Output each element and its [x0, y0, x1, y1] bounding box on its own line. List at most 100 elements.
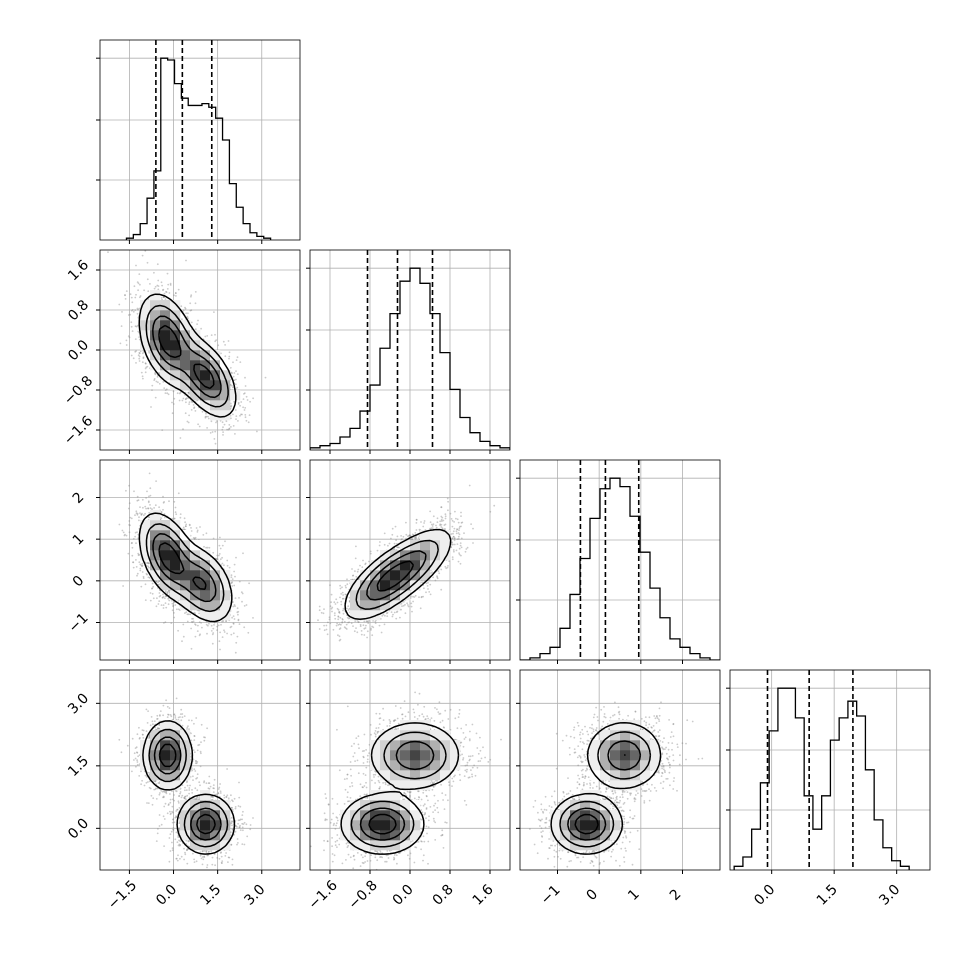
- density-cell: [140, 310, 151, 321]
- scatter-point: [186, 397, 188, 400]
- scatter-point: [155, 580, 158, 583]
- scatter-point: [219, 547, 222, 550]
- scatter-point: [139, 567, 142, 570]
- scatter-point: [236, 607, 239, 610]
- scatter-point: [125, 290, 128, 292]
- scatter-point: [230, 404, 233, 407]
- hist-grid-2: [520, 460, 720, 660]
- scatter-point: [144, 505, 147, 508]
- scatter-point: [130, 542, 133, 545]
- scatter-point: [190, 647, 193, 650]
- scatter-point: [185, 523, 188, 526]
- scatter-point: [154, 373, 157, 376]
- hist-panel-0: [96, 39, 301, 244]
- scatter-point: [147, 516, 150, 519]
- scatter-point: [173, 397, 176, 400]
- scatter-point: [191, 401, 194, 404]
- scatter-point: [138, 357, 141, 360]
- pair-frame-1-0: [99, 249, 301, 451]
- scatter-point: [152, 597, 155, 600]
- scatter-point: [185, 398, 187, 400]
- scatter-point: [167, 590, 170, 593]
- scatter-point: [210, 334, 213, 336]
- scatter-point: [240, 401, 243, 403]
- scatter-point: [136, 499, 139, 502]
- scatter-point: [220, 352, 222, 355]
- scatter-point: [134, 514, 136, 517]
- density-cell: [160, 300, 171, 311]
- scatter-point: [136, 312, 139, 315]
- scatter-point: [204, 415, 207, 418]
- density-cell: [140, 340, 151, 351]
- scatter-point: [149, 487, 152, 490]
- scatter-point: [214, 430, 217, 433]
- scatter-point: [194, 328, 197, 331]
- scatter-point: [147, 576, 150, 579]
- scatter-point: [209, 432, 212, 434]
- scatter-point: [184, 525, 187, 527]
- scatter-point: [137, 308, 139, 311]
- hist-frame-0: [99, 39, 301, 241]
- scatter-point: [174, 604, 177, 606]
- scatter-point: [190, 294, 193, 297]
- scatter-point: [223, 564, 225, 567]
- scatter-point: [205, 546, 208, 549]
- scatter-point: [131, 330, 134, 332]
- scatter-point: [141, 512, 143, 515]
- scatter-point: [212, 551, 215, 554]
- scatter-point: [107, 251, 109, 254]
- scatter-point: [190, 627, 193, 630]
- scatter-point: [190, 621, 193, 623]
- scatter-point: [234, 383, 237, 386]
- scatter-point: [183, 528, 186, 531]
- scatter-point: [185, 611, 188, 614]
- scatter-point: [184, 525, 187, 528]
- density-cell: [200, 380, 211, 391]
- scatter-point: [179, 513, 182, 515]
- scatter-point: [144, 583, 147, 586]
- scatter-point: [154, 372, 156, 375]
- scatter-point: [163, 292, 166, 295]
- scatter-point: [125, 339, 128, 342]
- scatter-point: [134, 338, 137, 340]
- scatter-point: [128, 484, 131, 487]
- scatter-point: [136, 531, 138, 533]
- scatter-point: [162, 495, 164, 498]
- scatter-point: [139, 350, 142, 353]
- scatter-point: [235, 359, 238, 361]
- scatter-point: [237, 403, 240, 405]
- scatter-point: [145, 497, 148, 499]
- scatter-point: [239, 414, 241, 417]
- density-cell: [150, 310, 161, 321]
- scatter-point: [230, 582, 233, 584]
- scatter-point: [158, 382, 161, 385]
- scatter-point: [141, 498, 144, 501]
- hist-grid-0: [100, 40, 300, 240]
- scatter-point: [143, 289, 146, 292]
- scatter-point: [234, 651, 237, 654]
- scatter-point: [191, 621, 194, 624]
- scatter-point: [231, 578, 234, 580]
- scatter-point: [121, 529, 124, 532]
- scatter-point: [118, 303, 121, 306]
- scatter-point: [136, 512, 139, 515]
- scatter-point: [141, 565, 143, 567]
- scatter-point: [135, 512, 138, 515]
- scatter-point: [133, 285, 136, 288]
- scatter-point: [214, 557, 217, 560]
- scatter-point: [225, 420, 228, 423]
- scatter-point: [242, 406, 245, 409]
- scatter-point: [198, 612, 201, 615]
- scatter-point: [233, 379, 236, 381]
- scatter-point: [118, 523, 121, 526]
- density-cell: [220, 370, 231, 381]
- scatter-point: [252, 397, 255, 400]
- scatter-point: [163, 513, 166, 515]
- density-cell: [200, 350, 211, 361]
- scatter-point: [177, 599, 180, 602]
- scatter-point: [127, 507, 130, 510]
- density-cell: [150, 300, 161, 311]
- scatter-point: [141, 361, 144, 364]
- density-cell: [170, 350, 181, 361]
